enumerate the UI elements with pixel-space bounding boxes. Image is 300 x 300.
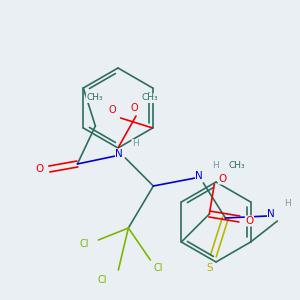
Text: O: O <box>218 174 226 184</box>
Text: Cl: Cl <box>80 239 89 249</box>
Text: CH₃: CH₃ <box>86 94 103 103</box>
Text: O: O <box>35 164 44 174</box>
Text: Cl: Cl <box>154 263 163 273</box>
Text: S: S <box>206 263 213 273</box>
Text: O: O <box>130 103 138 113</box>
Text: N: N <box>196 171 203 181</box>
Text: H: H <box>132 140 139 148</box>
Text: N: N <box>116 149 123 159</box>
Text: CH₃: CH₃ <box>142 94 158 103</box>
Text: CH₃: CH₃ <box>228 161 245 170</box>
Text: N: N <box>268 209 275 219</box>
Text: H: H <box>284 200 291 208</box>
Text: O: O <box>109 105 116 115</box>
Text: O: O <box>245 216 254 226</box>
Text: H: H <box>212 161 219 170</box>
Text: Cl: Cl <box>98 275 107 285</box>
